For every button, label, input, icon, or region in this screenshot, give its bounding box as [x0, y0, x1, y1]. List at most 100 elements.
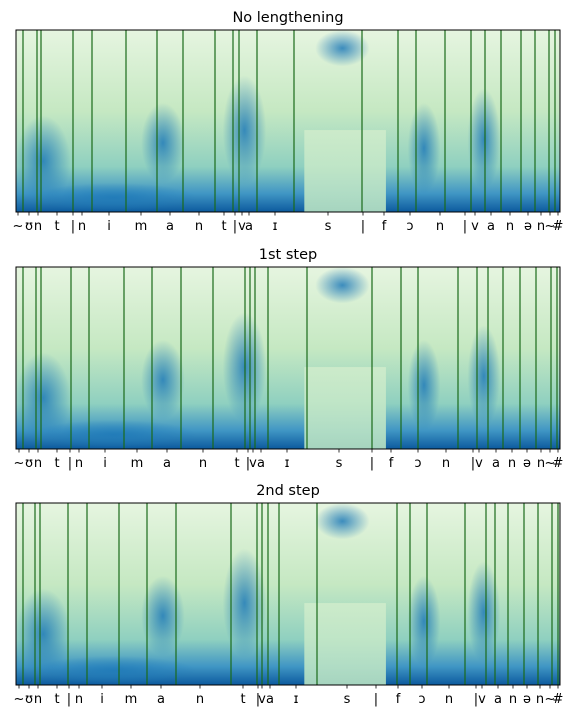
- x-tick-label: n: [78, 219, 86, 234]
- x-tick-label: a: [157, 692, 165, 707]
- x-tick-label: i: [107, 219, 111, 234]
- spectrogram: [16, 30, 560, 212]
- x-tick-label: n: [199, 456, 207, 471]
- x-tick-label: n: [75, 692, 83, 707]
- x-tick-label: ɔ: [406, 219, 413, 234]
- fricative-region: [304, 130, 386, 212]
- x-tick-label: ~: [14, 692, 25, 707]
- panel-title: 1st step: [259, 247, 317, 263]
- x-tick-label: |: [361, 219, 365, 234]
- energy-band: [16, 588, 71, 680]
- x-tick-label: #: [553, 219, 564, 234]
- x-tick-label: m: [135, 219, 148, 234]
- x-tick-label: f: [389, 456, 394, 471]
- x-tick-label: ə: [524, 219, 532, 234]
- x-tick-label: n: [536, 692, 544, 707]
- axes-frame: [15, 29, 561, 213]
- x-tick-label: m: [131, 456, 144, 471]
- x-tick-label: |: [463, 219, 467, 234]
- x-tick-label: |: [474, 692, 478, 707]
- x-tick-label: v: [249, 456, 257, 471]
- x-tick-label: a: [163, 456, 171, 471]
- fricative-energy: [315, 267, 370, 304]
- x-tick-label: m: [125, 692, 138, 707]
- energy-band: [407, 339, 441, 431]
- x-tick-label: ʊ: [25, 692, 33, 707]
- energy-band: [222, 75, 267, 185]
- x-tick-label: v: [471, 219, 479, 234]
- x-tick-label: i: [103, 456, 107, 471]
- x-tick-label: n: [34, 219, 42, 234]
- x-tick-label: ɔ: [414, 456, 421, 471]
- x-tick-label: v: [475, 456, 483, 471]
- x-tick-label: n: [537, 219, 545, 234]
- x-tick-label: f: [382, 219, 387, 234]
- x-tick-label: ɪ: [294, 692, 299, 707]
- x-tick-label: ~: [545, 456, 556, 471]
- x-tick-label: ~: [545, 219, 556, 234]
- x-tick-label: t: [221, 219, 226, 234]
- x-tick-label: |: [370, 456, 374, 471]
- energy-band: [32, 655, 196, 685]
- x-tick-label: |: [256, 692, 260, 707]
- energy-band: [141, 339, 185, 420]
- x-tick-label: #: [553, 456, 564, 471]
- x-tick-label: |: [71, 219, 75, 234]
- spectrogram: [16, 503, 560, 685]
- energy-band: [467, 88, 501, 191]
- x-tick-label: t: [234, 456, 239, 471]
- x-tick-label: s: [344, 692, 351, 707]
- x-tick-label: a: [487, 219, 495, 234]
- fricative-energy: [315, 503, 370, 540]
- x-tick-label: n: [509, 692, 517, 707]
- energy-band: [16, 115, 71, 207]
- x-tick-label: n: [196, 692, 204, 707]
- energy-band: [141, 575, 185, 656]
- x-tick-label: ɔ: [418, 692, 425, 707]
- x-tick-label: n: [195, 219, 203, 234]
- x-tick-label: n: [34, 456, 42, 471]
- x-tick-label: s: [336, 456, 343, 471]
- x-tick-label: i: [100, 692, 104, 707]
- x-tick-label: f: [396, 692, 401, 707]
- energy-band: [407, 575, 441, 667]
- x-tick-label: a: [494, 692, 502, 707]
- fricative-region: [304, 603, 386, 685]
- energy-band: [222, 548, 267, 658]
- x-tick-label: |: [67, 692, 71, 707]
- x-tick-label: a: [257, 456, 265, 471]
- x-tick-label: ə: [523, 692, 531, 707]
- x-tick-label: n: [506, 219, 514, 234]
- fricative-region: [304, 367, 386, 449]
- fricative-energy: [315, 30, 370, 67]
- energy-band: [16, 352, 71, 444]
- x-tick-label: |: [68, 456, 72, 471]
- x-tick-label: a: [245, 219, 253, 234]
- spectrogram: [16, 267, 560, 449]
- x-tick-label: t: [240, 692, 245, 707]
- panel-title: 2nd step: [256, 483, 320, 499]
- x-tick-label: n: [445, 692, 453, 707]
- x-tick-label: ɪ: [285, 456, 290, 471]
- axes-frame: [15, 266, 561, 450]
- x-tick-label: n: [508, 456, 516, 471]
- x-tick-label: n: [442, 456, 450, 471]
- energy-band: [407, 102, 441, 194]
- x-tick-label: |: [233, 219, 237, 234]
- x-tick-label: n: [537, 456, 545, 471]
- x-tick-label: a: [266, 692, 274, 707]
- x-tick-label: |: [374, 692, 378, 707]
- energy-band: [467, 325, 501, 428]
- x-tick-label: n: [75, 456, 83, 471]
- x-tick-label: ʊ: [25, 456, 33, 471]
- x-tick-label: a: [492, 456, 500, 471]
- x-tick-label: n: [436, 219, 444, 234]
- x-tick-label: v: [478, 692, 486, 707]
- x-tick-label: |: [246, 456, 250, 471]
- x-tick-label: ~: [545, 692, 556, 707]
- x-tick-label: s: [325, 219, 332, 234]
- x-tick-label: |: [471, 456, 475, 471]
- x-tick-label: a: [166, 219, 174, 234]
